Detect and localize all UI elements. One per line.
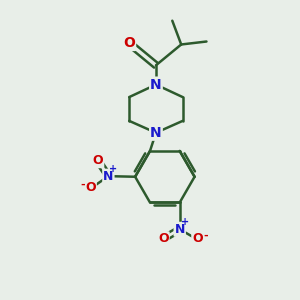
Text: O: O — [192, 232, 203, 245]
Text: -: - — [203, 231, 208, 241]
Text: N: N — [175, 223, 185, 236]
Text: O: O — [158, 232, 169, 245]
Text: O: O — [123, 36, 135, 50]
Text: +: + — [110, 164, 118, 174]
Text: +: + — [181, 217, 189, 227]
Text: N: N — [103, 170, 114, 183]
Text: -: - — [80, 179, 85, 190]
Text: N: N — [150, 126, 162, 140]
Text: O: O — [93, 154, 103, 167]
Text: O: O — [85, 181, 96, 194]
Text: N: N — [150, 78, 162, 92]
